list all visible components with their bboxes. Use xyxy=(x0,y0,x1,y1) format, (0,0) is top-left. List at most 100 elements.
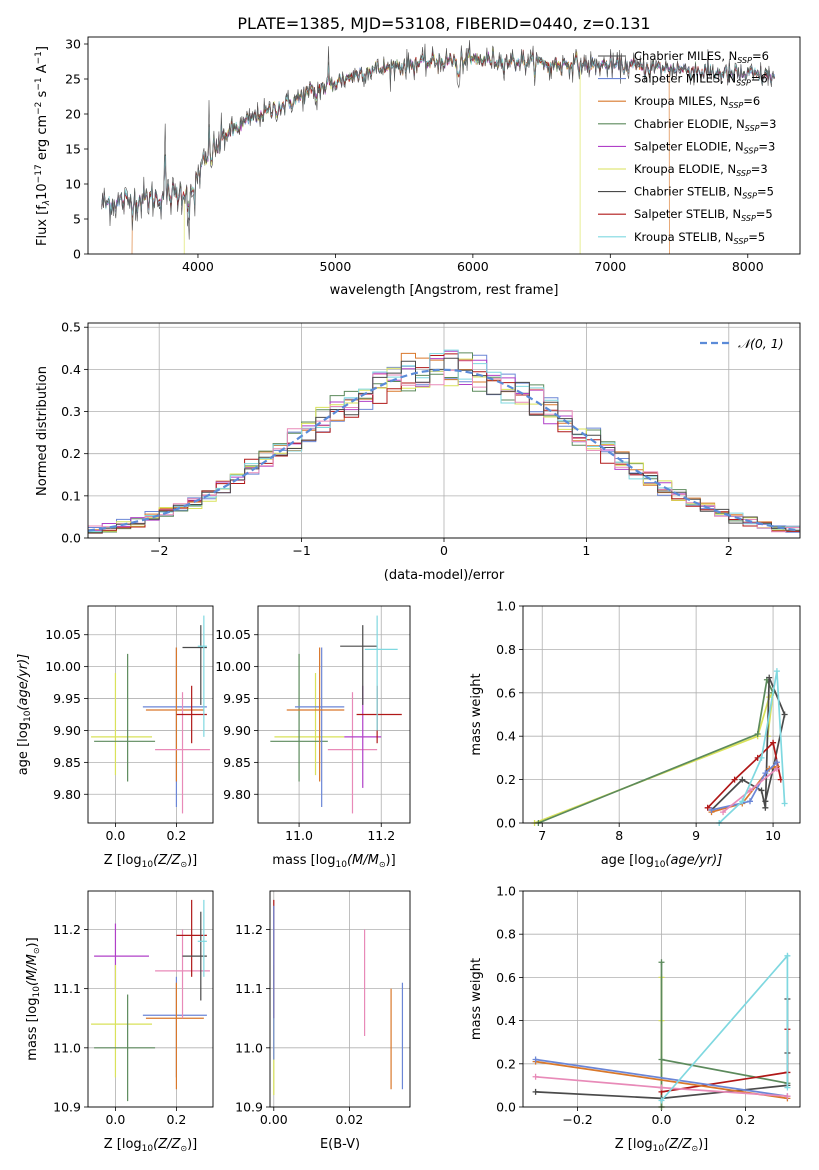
y-tick-label: 0.8 xyxy=(496,927,516,942)
x-tick-label: 9 xyxy=(692,828,700,843)
errorbar-point xyxy=(155,692,210,814)
spectrum-legend: Chabrier MILES, NSSP=6 Salpeter MILES, NS… xyxy=(598,49,776,246)
y-tick-label: 25 xyxy=(65,72,81,87)
legend-label: Chabrier ELODIE, NSSP=3 xyxy=(634,117,776,133)
weight-marker xyxy=(762,804,769,811)
residual-histograms xyxy=(88,349,800,537)
errorbar-point xyxy=(327,692,378,814)
legend-label: Chabrier STELIB, NSSP=5 xyxy=(634,185,774,201)
x-tick-label: 2 xyxy=(725,543,733,558)
x-tick-label: −0.2 xyxy=(562,1112,592,1127)
y-tick-label: 10.00 xyxy=(45,659,81,674)
weight-marker xyxy=(754,731,761,738)
y-tick-label: 0.3 xyxy=(61,404,81,419)
mass-vs-Z-ylabel: mass [log10(M/M⊙)] xyxy=(25,937,42,1060)
weight-marker xyxy=(773,668,780,675)
errorbar-point xyxy=(94,994,156,1102)
y-tick-label: 0 xyxy=(73,247,81,262)
mass-vs-EBV-xlabel: E(B-V) xyxy=(320,1137,360,1152)
x-tick-label: 0.0 xyxy=(652,1112,672,1127)
residual-xlabel: (data-model)/error xyxy=(384,568,505,583)
y-tick-label: 10.05 xyxy=(45,627,81,642)
y-tick-label: 5 xyxy=(73,212,81,227)
weight-marker xyxy=(784,1093,791,1100)
weight-marker xyxy=(720,809,727,816)
spectrum-lines xyxy=(101,40,776,254)
y-tick-label: 0.2 xyxy=(61,446,81,461)
weight-marker xyxy=(658,1056,665,1063)
age-vs-mass-points xyxy=(270,615,402,814)
mass-weight-vs-age-axes: 7 8 9 10 0.0 0.2 0.4 0.6 0.8 1.0 xyxy=(496,599,800,843)
residual-ylabel: Normed distribution xyxy=(35,366,50,496)
weight-marker xyxy=(781,711,788,718)
x-tick-label: 0.0 xyxy=(105,828,125,843)
y-tick-label: 9.95 xyxy=(53,691,81,706)
y-tick-label: 11.1 xyxy=(235,981,263,996)
x-tick-label: 0.00 xyxy=(260,1112,288,1127)
y-tick-label: 11.2 xyxy=(235,922,263,937)
mass-weight-vs-age-frame xyxy=(522,605,801,824)
figure-title: PLATE=1385, MJD=53108, FIBERID=0440, z=0… xyxy=(237,14,650,33)
age-vs-Z-xlabel: Z [log10(Z/Z⊙)] xyxy=(104,853,198,870)
y-tick-label: 9.90 xyxy=(223,723,251,738)
mass-weight-vs-Z-frame xyxy=(522,890,801,1108)
errorbar-point xyxy=(364,615,398,731)
weight-marker xyxy=(781,800,788,807)
errorbar-point xyxy=(176,685,207,744)
weight-marker xyxy=(770,739,777,746)
x-tick-label: 11.2 xyxy=(367,828,395,843)
y-tick-label: 30 xyxy=(65,37,81,52)
y-tick-label: 0.4 xyxy=(61,362,81,377)
mass-weight-vs-age-lines xyxy=(531,668,788,826)
weight-marker xyxy=(739,776,746,783)
weight-marker xyxy=(773,759,780,766)
x-tick-label: −2 xyxy=(150,543,168,558)
weight-line xyxy=(710,677,786,811)
y-tick-label: 9.85 xyxy=(223,755,251,770)
mass-weight-vs-Z-ylabel: mass weight xyxy=(469,958,484,1040)
weight-marker xyxy=(784,952,791,959)
weight-line xyxy=(535,1060,788,1100)
weight-marker xyxy=(746,798,753,805)
x-tick-label: 1 xyxy=(582,543,590,558)
y-tick-label: 0.2 xyxy=(496,772,516,787)
errorbar-point xyxy=(182,625,207,705)
y-tick-label: 9.95 xyxy=(223,691,251,706)
errorbar-point xyxy=(270,653,328,782)
legend-label: Chabrier MILES, NSSP=6 xyxy=(634,49,769,65)
y-tick-label: 15 xyxy=(65,142,81,157)
mass-vs-Z-points xyxy=(91,899,210,1102)
legend-label: Kroupa STELIB, NSSP=5 xyxy=(634,230,765,246)
errorbar-point xyxy=(197,899,207,977)
weight-marker xyxy=(762,770,769,777)
weight-marker xyxy=(658,959,665,966)
y-tick-label: 9.85 xyxy=(53,755,81,770)
weight-line xyxy=(538,677,774,824)
errorbar-point xyxy=(182,911,207,1001)
y-tick-label: 0.4 xyxy=(496,1013,516,1028)
y-tick-label: 0.0 xyxy=(496,1100,516,1115)
age-vs-Z-axes: 0.0 0.2 9.80 9.85 9.90 9.95 10.00 10.05 xyxy=(45,606,213,843)
x-tick-label: 6000 xyxy=(457,259,489,274)
errorbar-point xyxy=(340,625,378,705)
x-tick-label: 0.02 xyxy=(336,1112,364,1127)
y-tick-label: 0.8 xyxy=(496,642,516,657)
errorbar-point xyxy=(145,982,204,1090)
weight-marker xyxy=(704,804,711,811)
mass-weight-vs-Z-lines xyxy=(532,952,791,1110)
mass-vs-Z-xlabel: Z [log10(Z/Z⊙)] xyxy=(104,1137,198,1154)
mass-weight-vs-Z-xlabel: Z [log10(Z/Z⊙)] xyxy=(615,1137,709,1154)
weight-marker xyxy=(758,787,765,794)
y-tick-label: 10.9 xyxy=(235,1100,263,1115)
plot-layer: 4000 5000 6000 7000 8000051015202530Chabrier… xyxy=(16,36,801,1154)
spectrum-frame xyxy=(87,36,801,255)
weight-marker xyxy=(708,806,715,813)
y-tick-label: 9.80 xyxy=(223,787,251,802)
age-vs-Z-points xyxy=(91,615,210,814)
y-tick-label: 0.4 xyxy=(496,729,516,744)
weight-marker xyxy=(784,1084,791,1091)
weight-marker xyxy=(658,1084,665,1091)
y-tick-label: 11.1 xyxy=(53,981,81,996)
errorbar-point xyxy=(91,964,153,1078)
errorbar-point xyxy=(286,647,345,782)
